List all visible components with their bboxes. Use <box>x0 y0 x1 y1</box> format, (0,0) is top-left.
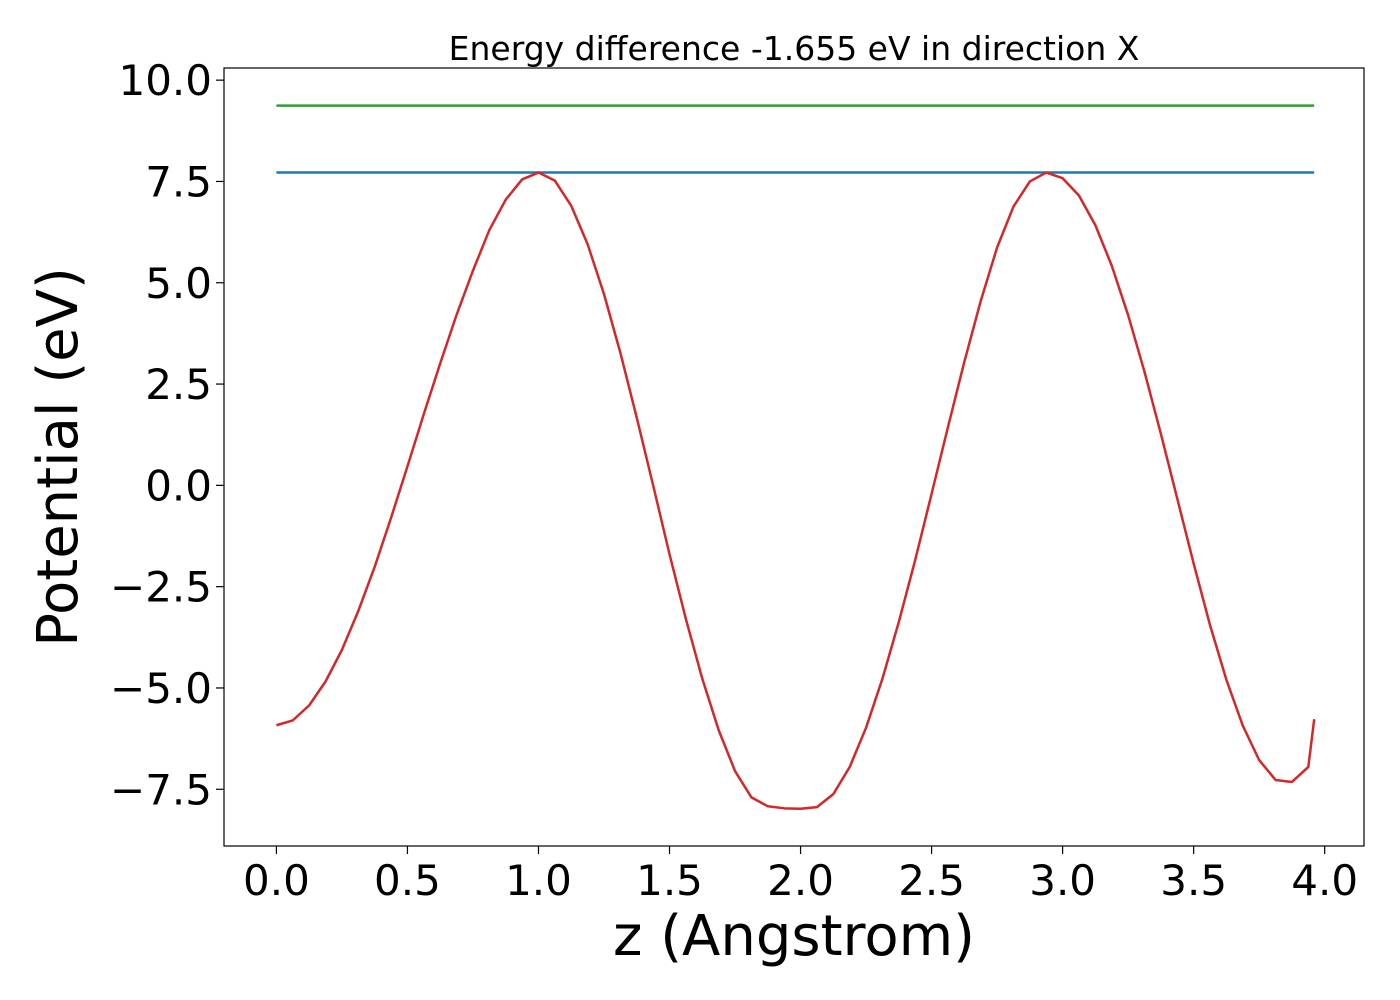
x-tick-label-6: 3.0 <box>1029 856 1096 905</box>
x-tick-label-4: 2.0 <box>767 856 834 905</box>
y-tick-label-2: 5.0 <box>145 259 212 308</box>
y-tick-label-0: 10.0 <box>118 56 212 105</box>
x-tick-label-7: 3.5 <box>1160 856 1227 905</box>
y-tick-label-7: −7.5 <box>110 765 212 814</box>
chart-title: Energy difference -1.655 eV in direction… <box>449 29 1140 68</box>
x-tick-label-2: 1.0 <box>505 856 572 905</box>
x-tick-label-3: 1.5 <box>636 856 703 905</box>
x-tick-label-5: 2.5 <box>898 856 965 905</box>
plot-lines <box>276 104 1316 810</box>
y-axis-ticks: 10.0 7.5 5.0 2.5 0.0 −2.5 −5.0 −7.5 <box>110 56 224 814</box>
y-axis-label: Potential (eV) <box>26 267 91 647</box>
y-tick-label-6: −5.0 <box>110 664 212 713</box>
plot-frame <box>223 67 1365 847</box>
x-tick-label-8: 4.0 <box>1291 856 1358 905</box>
series-line-2 <box>276 171 1316 810</box>
y-tick-label-1: 7.5 <box>145 157 212 206</box>
y-tick-label-5: −2.5 <box>110 563 212 612</box>
y-tick-label-4: 0.0 <box>145 461 212 510</box>
x-tick-label-1: 0.5 <box>374 856 441 905</box>
x-tick-label-0: 0.0 <box>243 856 310 905</box>
y-tick-label-3: 2.5 <box>145 360 212 409</box>
x-axis-label: z (Angstrom) <box>613 904 975 969</box>
x-axis-ticks: 0.0 0.5 1.0 1.5 2.0 2.5 3.0 3.5 4.0 <box>243 846 1358 905</box>
